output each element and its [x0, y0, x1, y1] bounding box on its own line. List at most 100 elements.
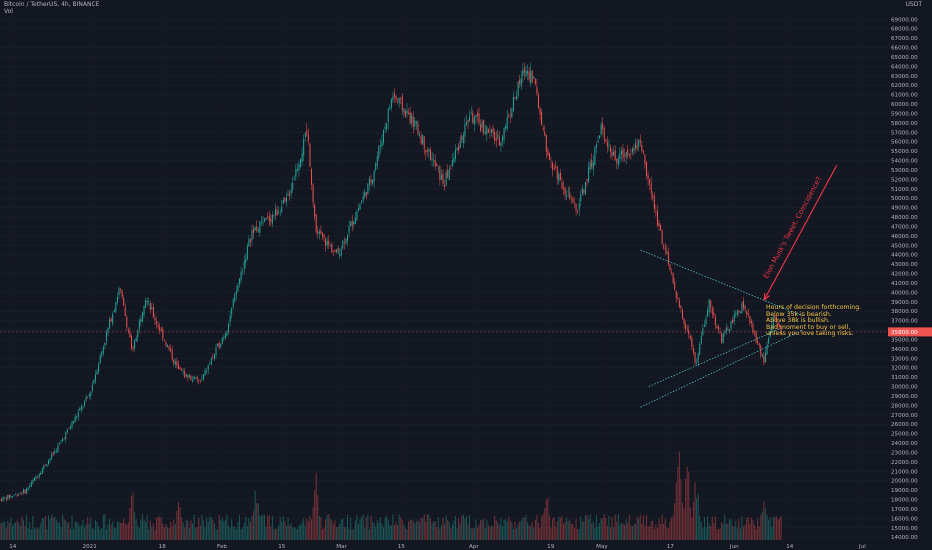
volume-bar [594, 527, 596, 540]
volume-bar [760, 515, 762, 540]
volume-bar [246, 526, 248, 540]
volume-bar [769, 517, 771, 540]
candle-body [102, 346, 104, 353]
candle-body [548, 153, 550, 160]
volume-bar [260, 516, 262, 540]
volume-bar [736, 528, 738, 540]
volume-bar [505, 519, 507, 540]
volume-bar [10, 517, 12, 540]
candle-body [456, 147, 458, 150]
candle-body [285, 197, 287, 203]
candle-body [739, 311, 741, 314]
volume-bar [71, 515, 73, 540]
candle-body [317, 231, 319, 234]
volume-bar [138, 528, 140, 540]
volume-bar [356, 515, 358, 540]
volume-bar [7, 521, 9, 540]
volume-bar [403, 524, 405, 540]
candle-body [663, 245, 665, 249]
time-axis[interactable]: 14 2021 18 Feb 15 Mar 15 Apr 19 May 17 Jun 14 Jul [9, 544, 866, 550]
candle-body [234, 293, 236, 302]
candle-body [278, 212, 280, 214]
volume-bar [639, 514, 641, 540]
candle-body [185, 374, 187, 377]
candle-body [232, 299, 234, 307]
volume-bar [447, 520, 449, 540]
volume-bar [458, 518, 460, 540]
volume-bar [273, 529, 275, 540]
candle-body [22, 489, 24, 493]
volume-bar [398, 514, 400, 540]
candle-body [447, 170, 449, 178]
candle-body [315, 214, 317, 232]
volume-bar [743, 526, 745, 540]
volume-bar [60, 526, 62, 540]
volume-bar [336, 527, 338, 540]
volume-bar [595, 514, 597, 540]
volume-bar [415, 521, 417, 540]
candle-body [710, 300, 712, 308]
volume-bar [763, 501, 765, 540]
volume-bar [148, 529, 150, 540]
y-tick-label: 66000.00 [891, 46, 918, 52]
candle-body [254, 227, 256, 231]
volume-bar [663, 523, 665, 540]
candle-body [608, 145, 610, 147]
volume-bar [221, 517, 223, 540]
volume-bar [755, 528, 757, 540]
candle-body [747, 312, 749, 316]
volume-bar [243, 522, 245, 540]
candle-body [73, 421, 75, 423]
volume-bar [660, 523, 662, 540]
candle-body [345, 238, 347, 244]
volume-bar [309, 515, 311, 540]
candle-body [652, 194, 654, 197]
volume-bar [541, 515, 543, 540]
volume-bar [176, 510, 178, 540]
volume-bar [412, 520, 414, 540]
candle-body [323, 234, 325, 238]
candle-body [143, 306, 145, 315]
candle-body [400, 98, 402, 99]
volume-bar [199, 525, 201, 540]
x-tick-label: 14 [786, 544, 794, 550]
candle-body [115, 302, 117, 312]
candle-body [229, 315, 231, 322]
candle-body [90, 392, 92, 396]
volume-bar [747, 517, 749, 540]
candle-body [780, 326, 782, 334]
candle-body [279, 213, 281, 215]
volume-bar [387, 519, 389, 540]
volume-bar [44, 515, 46, 540]
candle-body [431, 158, 433, 160]
candle-body [537, 95, 540, 109]
volume-bar [467, 523, 469, 540]
price-axis[interactable]: 14000.00 15000.00 16000.00 17000.00 18000.00… [888, 0, 932, 550]
candle-body [494, 132, 496, 141]
candle-body [758, 343, 760, 346]
volume-bar [548, 515, 550, 540]
volume-bar [257, 503, 259, 540]
volume-bar [223, 521, 225, 540]
volume-bar [26, 514, 28, 540]
y-tick-label: 27000.00 [891, 413, 918, 419]
x-tick-label: Feb [217, 544, 227, 550]
volume-bar [290, 523, 292, 540]
candle-body [378, 146, 380, 158]
candle-body [320, 231, 322, 234]
volume-bar [437, 517, 439, 540]
y-tick-label: 18000.00 [891, 498, 918, 504]
volume-bar [681, 502, 684, 540]
candle-body [558, 173, 560, 182]
candle-body [99, 355, 101, 364]
volume-bar [528, 525, 530, 540]
candle-body [605, 139, 607, 142]
volume-bar [688, 471, 690, 540]
volume-bar [533, 527, 535, 540]
volume-bar [553, 517, 555, 540]
volume-bar [603, 514, 605, 540]
y-tick-label: 63000.00 [891, 74, 918, 80]
volume-bar [141, 514, 143, 540]
volume-bar [395, 521, 397, 540]
